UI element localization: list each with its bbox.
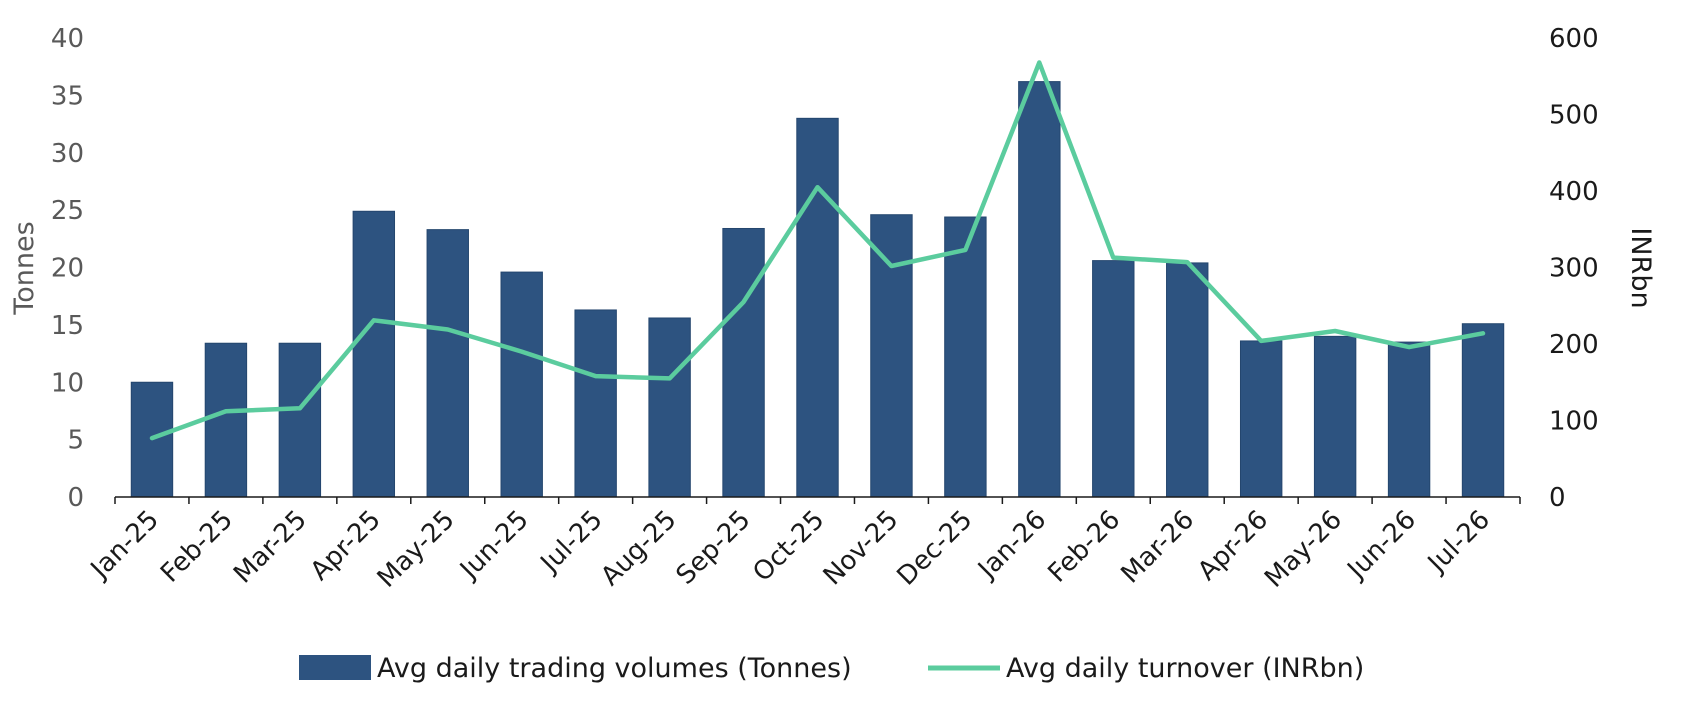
bar-series [130, 81, 1505, 498]
y-tick-label-left: 30 [51, 139, 84, 169]
y-tick-label-right: 400 [1549, 177, 1599, 207]
x-tick-label: Aug-25 [595, 505, 682, 592]
bar-dec-25 [944, 216, 987, 498]
line-point-dec-25 [964, 249, 966, 251]
bar-feb-25 [204, 342, 248, 498]
bar-jul-25 [574, 309, 617, 498]
line-point-jul-26 [1482, 332, 1484, 334]
line-point-may-25 [447, 328, 449, 330]
y-tick-label-left: 20 [51, 254, 84, 284]
bar-mar-26 [1166, 262, 1209, 498]
y-tick-label-right: 500 [1549, 101, 1599, 131]
x-tick-label: May-26 [1259, 505, 1348, 594]
x-tick-label: Jun-25 [453, 505, 534, 586]
legend: Avg daily trading volumes (Tonnes) Avg d… [299, 653, 1364, 684]
bar-feb-26 [1092, 260, 1135, 498]
line-point-feb-26 [1112, 257, 1114, 259]
legend-label-turnover: Avg daily turnover (INRbn) [1006, 653, 1364, 684]
line-point-mar-25 [299, 407, 301, 409]
y-axis-title-right: INRbn [1625, 227, 1656, 308]
line-point-oct-25 [817, 186, 818, 188]
y-tick-label-right: 100 [1549, 407, 1599, 437]
x-tick-label: Feb-25 [155, 505, 239, 589]
x-tick-label: Mar-26 [1115, 505, 1200, 590]
bar-jul-26 [1461, 323, 1505, 498]
bar-may-26 [1313, 335, 1357, 498]
line-point-apr-26 [1260, 340, 1262, 342]
y-tick-label-left: 5 [67, 426, 84, 456]
line-point-jul-25 [595, 375, 597, 377]
bar-jun-26 [1387, 341, 1431, 498]
line-point-aug-25 [669, 377, 671, 379]
bar-mar-25 [278, 342, 322, 498]
bar-nov-25 [870, 214, 913, 498]
legend-swatch-volumes [299, 655, 371, 680]
x-tick-label: Sep-25 [671, 505, 757, 591]
y-tick-label-right: 0 [1549, 483, 1566, 513]
line-point-may-26 [1334, 330, 1336, 332]
line-point-nov-25 [890, 265, 892, 267]
line-point-feb-25 [225, 410, 227, 412]
line-point-jan-25 [151, 437, 153, 439]
x-axis [114, 496, 1521, 504]
y-tick-label-left: 15 [51, 311, 84, 341]
x-tick-label: Feb-26 [1042, 505, 1126, 589]
bar-may-25 [426, 229, 469, 498]
y-tick-label-left: 25 [51, 196, 84, 226]
y-tick-label-left: 0 [67, 483, 84, 513]
bar-jun-25 [500, 271, 543, 498]
line-point-apr-25 [373, 319, 375, 321]
x-tick-label: Jun-26 [1341, 505, 1422, 586]
legend-label-volumes: Avg daily trading volumes (Tonnes) [377, 653, 852, 684]
x-tick-label: Jan-25 [84, 505, 165, 586]
y-tick-label-right: 300 [1549, 254, 1599, 284]
y-tick-label-left: 10 [51, 368, 84, 398]
y-tick-label-left: 40 [51, 24, 84, 54]
x-tick-label: Jul-26 [1421, 505, 1496, 580]
bar-apr-26 [1239, 340, 1283, 498]
x-tick-label: May-25 [372, 505, 461, 594]
x-tick-label: Nov-25 [818, 505, 905, 592]
bar-aug-25 [648, 317, 691, 498]
x-tick-label: Mar-25 [228, 505, 313, 590]
y-tick-label-right: 200 [1549, 330, 1599, 360]
line-point-jan-26 [1038, 61, 1040, 63]
line-point-sep-25 [743, 301, 745, 303]
x-tick-label: Dec-25 [892, 505, 979, 592]
x-tick-label: Oct-25 [747, 505, 830, 588]
line-point-jun-26 [1408, 346, 1410, 348]
line-series [149, 60, 1486, 441]
right-axis-ticks: 0 100 200 300 400 500 600 [1549, 24, 1599, 513]
line-point-mar-26 [1186, 261, 1188, 263]
bar-oct-25 [796, 117, 839, 498]
bar-apr-25 [352, 210, 396, 498]
left-axis-ticks: 0 5 10 15 20 25 30 35 40 [51, 24, 84, 513]
x-tick-label: Jan-26 [971, 505, 1052, 586]
y-tick-label-left: 35 [51, 81, 84, 111]
y-axis-title-left: Tonnes [9, 221, 40, 315]
y-tick-label-right: 600 [1549, 24, 1599, 54]
line-point-jun-25 [521, 351, 523, 353]
bar-sep-25 [722, 227, 765, 498]
bar-jan-26 [1018, 81, 1061, 498]
